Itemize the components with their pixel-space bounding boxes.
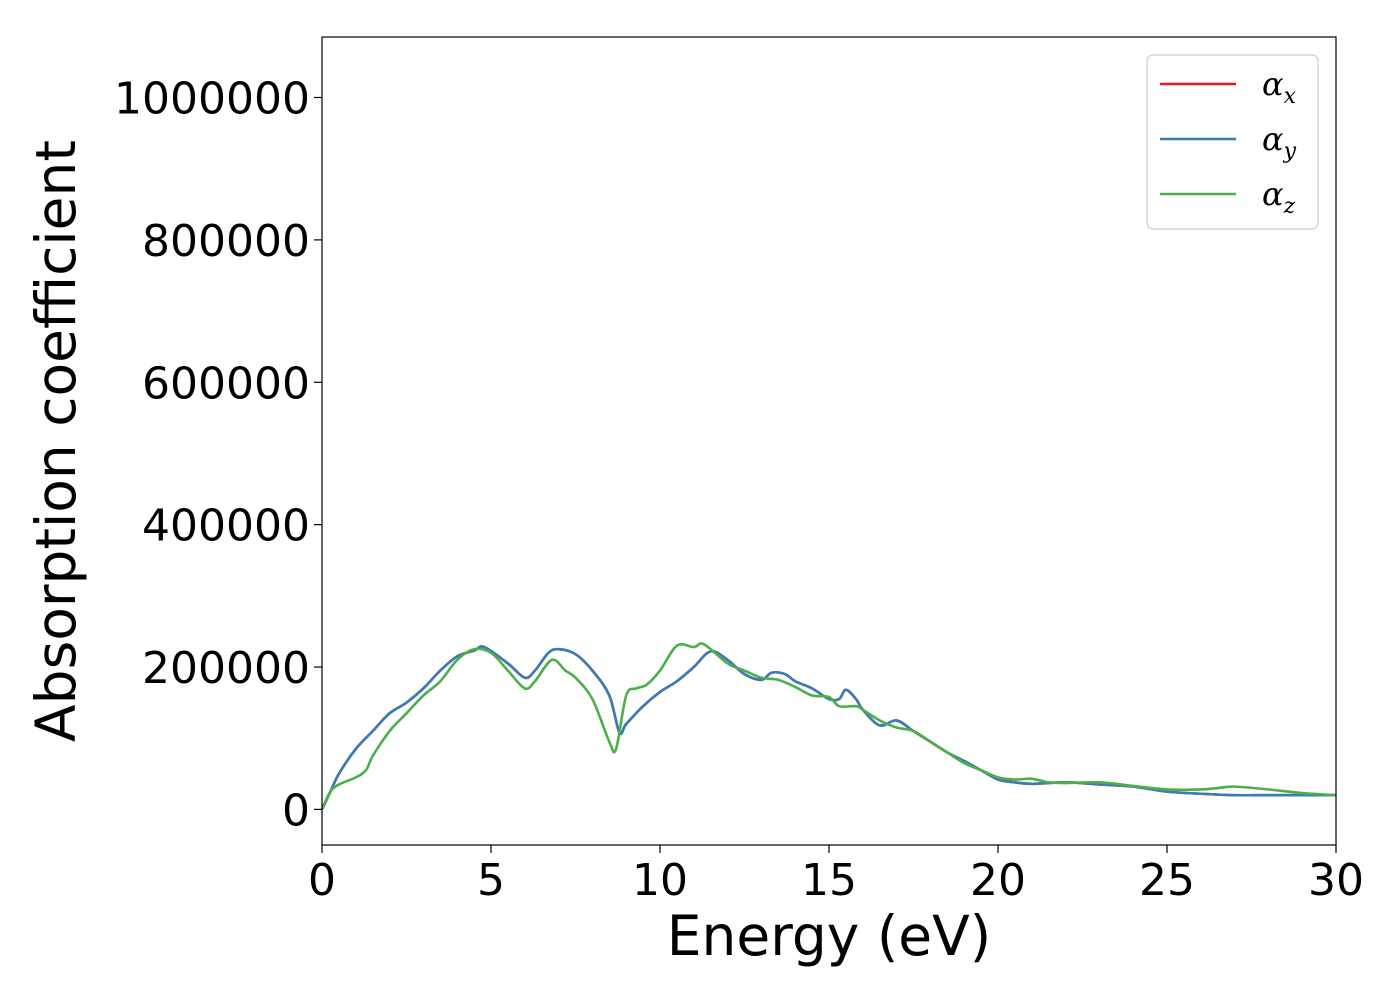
x-tick-label: 25 [1139,855,1195,906]
y-tick-label: 200000 [142,643,310,694]
x-tick-label: 10 [632,855,688,906]
x-tick-label: 15 [801,855,857,906]
y-tick-label: 600000 [142,358,310,409]
y-axis-label: Absorption coefficient [24,140,88,742]
x-tick-label: 20 [970,855,1026,906]
legend-box [1146,54,1319,230]
y-tick-label: 800000 [142,216,310,267]
x-tick-label: 5 [477,855,505,906]
x-tick-label: 30 [1308,855,1364,906]
x-axis-label: Energy (eV) [667,904,991,968]
x-tick-label: 0 [308,855,336,906]
y-tick-label: 400000 [142,501,310,552]
y-tick-label: 0 [282,785,310,836]
series-layer [320,642,1337,810]
y-axis-ticks: 0 200000 400000 600000 800000 1000000 [114,74,322,836]
x-axis-ticks: 0 5 10 15 20 25 30 [308,845,1364,906]
series-line-z [320,642,1337,810]
y-tick-label: 1000000 [114,74,310,125]
